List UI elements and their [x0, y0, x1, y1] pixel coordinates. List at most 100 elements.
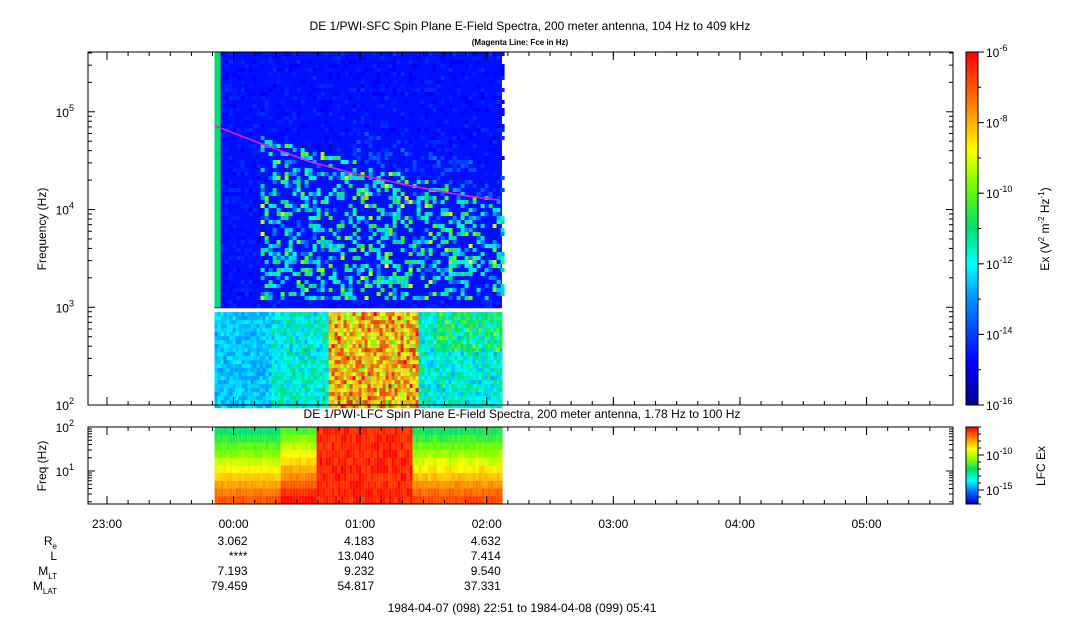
sfc-pixel: [308, 220, 313, 224]
lfc-pixel: [304, 480, 308, 490]
sfc-pixel: [256, 124, 261, 128]
sfc-low-pixel: [343, 380, 347, 385]
sfc-low-pixel: [298, 372, 302, 377]
sfc-low-pixel: [439, 392, 443, 397]
sfc-pixel: [308, 116, 313, 120]
sfc-pixel: [364, 280, 369, 284]
lfc-pixel: [406, 473, 410, 482]
sfc-low-pixel: [487, 384, 491, 389]
sfc-pixel: [460, 260, 465, 264]
sfc-low-pixel: [307, 320, 311, 325]
sfc-low-pixel: [451, 404, 455, 409]
sfc-pixel: [232, 224, 237, 228]
sfc-low-pixel: [229, 376, 233, 381]
sfc-low-pixel: [310, 380, 314, 385]
sfc-pixel: [284, 112, 289, 116]
sfc-pixel: [348, 184, 353, 188]
lfc-pixel: [346, 434, 350, 443]
sfc-pixel: [492, 248, 497, 252]
sfc-pixel: [280, 112, 285, 116]
sfc-low-pixel: [499, 316, 503, 321]
sfc-pixel: [328, 240, 333, 244]
sfc-pixel: [276, 300, 281, 304]
sfc-pixel: [268, 204, 273, 208]
sfc-pixel: [392, 100, 397, 104]
sfc-pixel: [476, 216, 481, 220]
sfc-low-pixel: [400, 332, 404, 337]
sfc-pixel: [356, 188, 361, 192]
sfc-pixel: [400, 220, 405, 224]
lfc-pixel: [367, 488, 371, 497]
sfc-pixel: [380, 164, 385, 168]
sfc-pixel: [312, 228, 317, 232]
sfc-low-pixel: [484, 340, 488, 345]
lfc-pixel: [418, 427, 422, 436]
sfc-pixel: [428, 112, 433, 116]
sfc-low-pixel: [460, 364, 464, 369]
sfc-low-pixel: [307, 332, 311, 337]
sfc-low-pixel: [361, 372, 365, 377]
lfc-pixel: [307, 488, 311, 497]
sfc-pixel: [340, 72, 345, 76]
lfc-pixel: [436, 442, 440, 451]
sfc-low-pixel: [307, 360, 311, 365]
lfc-pixel: [214, 442, 218, 451]
sfc-low-pixel: [370, 376, 374, 381]
lfc-pixel: [241, 442, 245, 451]
sfc-pixel: [500, 100, 505, 104]
sfc-low-pixel: [238, 388, 242, 393]
sfc-pixel: [420, 300, 425, 304]
sfc-pixel: [472, 256, 477, 260]
sfc-low-pixel: [433, 376, 437, 381]
sfc-low-pixel: [244, 396, 248, 401]
sfc-pixel: [380, 232, 385, 236]
sfc-low-pixel: [349, 368, 353, 373]
sfc-pixel: [288, 244, 293, 248]
lfc-pixel: [436, 480, 440, 490]
sfc-low-pixel: [316, 336, 320, 341]
sfc-pixel: [304, 204, 309, 208]
sfc-low-pixel: [469, 324, 473, 329]
sfc-low-pixel: [334, 328, 338, 333]
lfc-pixel: [220, 480, 224, 490]
sfc-pixel: [476, 128, 481, 132]
sfc-pixel: [448, 264, 453, 268]
sfc-pixel: [236, 196, 241, 200]
lfc-pixel: [274, 488, 278, 497]
sfc-pixel: [392, 56, 397, 60]
sfc-pixel: [276, 160, 281, 164]
sfc-low-pixel: [412, 356, 416, 361]
sfc-pixel: [428, 204, 433, 208]
sfc-low-pixel: [274, 364, 278, 369]
sfc-pixel: [468, 272, 473, 276]
sfc-low-pixel: [349, 384, 353, 389]
sfc-low-pixel: [430, 396, 434, 401]
sfc-pixel: [384, 72, 389, 76]
sfc-low-pixel: [424, 404, 428, 409]
sfc-low-pixel: [298, 344, 302, 349]
sfc-low-pixel: [220, 372, 224, 377]
lfc-pixel: [322, 427, 326, 436]
sfc-pixel: [272, 64, 277, 68]
sfc-low-pixel: [274, 336, 278, 341]
sfc-pixel: [452, 280, 457, 284]
sfc-low-pixel: [451, 376, 455, 381]
sfc-pixel: [420, 88, 425, 92]
sfc-low-pixel: [265, 332, 269, 337]
sfc-pixel: [292, 160, 297, 164]
sfc-pixel: [400, 148, 405, 152]
sfc-pixel: [400, 96, 405, 100]
sfc-low-pixel: [298, 376, 302, 381]
sfc-pixel: [276, 260, 281, 264]
sfc-low-pixel: [262, 344, 266, 349]
sfc-low-pixel: [475, 372, 479, 377]
sfc-pixel: [248, 140, 253, 144]
lfc-pixel: [433, 480, 437, 490]
sfc-pixel: [476, 264, 481, 268]
lfc-pixel: [457, 442, 461, 451]
sfc-pixel: [432, 140, 437, 144]
sfc-low-pixel: [247, 320, 251, 325]
sfc-low-pixel: [334, 384, 338, 389]
sfc-pixel: [468, 260, 473, 264]
sfc-low-pixel: [328, 380, 332, 385]
